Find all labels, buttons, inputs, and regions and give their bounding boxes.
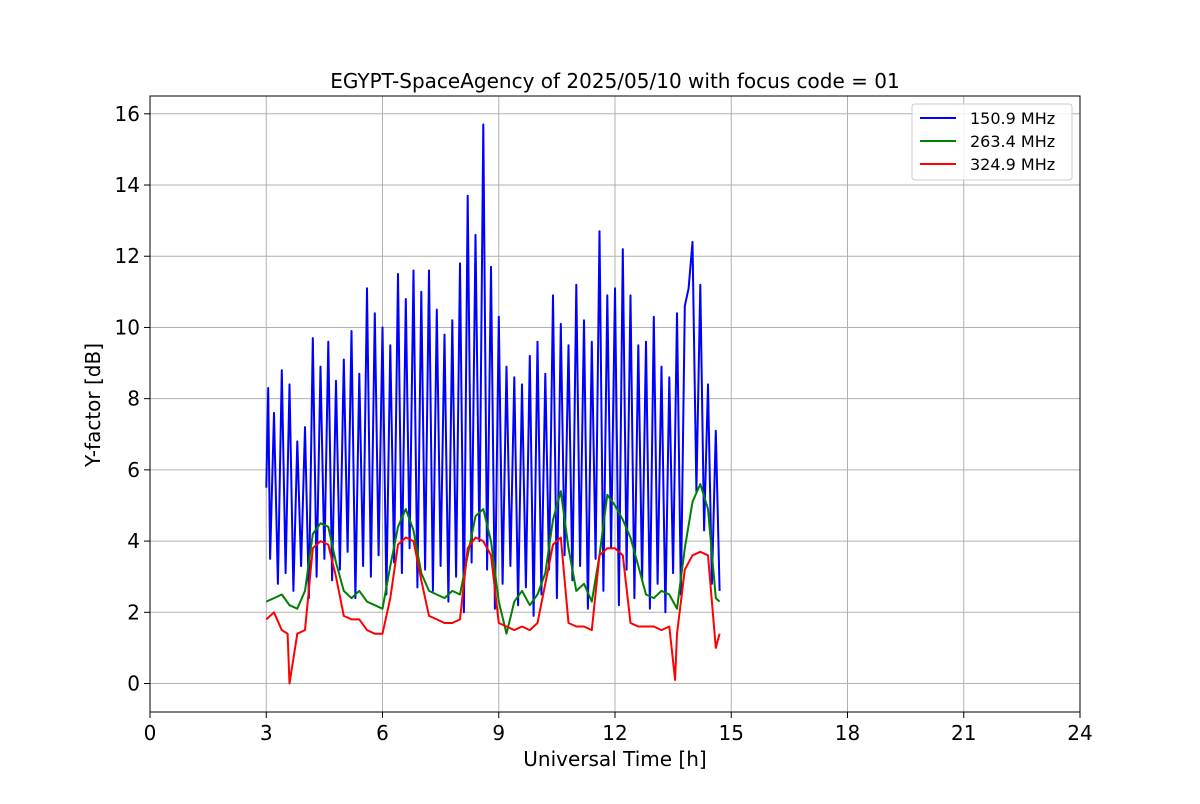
legend-box (911, 103, 1073, 181)
x-tick-label: 6 (376, 721, 389, 745)
y-axis-ticks: 0 2 4 6 8 10 12 14 16 (115, 102, 150, 696)
series-line-1 (265, 123, 721, 617)
plot-series (265, 123, 721, 685)
y-tick-label: 14 (115, 173, 140, 197)
y-axis-label: Y-factor [dB] (81, 343, 105, 468)
y-tick-label: 8 (127, 387, 140, 411)
chart-title: EGYPT-SpaceAgency of 2025/05/10 with foc… (330, 69, 899, 93)
y-tick-label: 10 (115, 315, 140, 339)
series-line-2 (265, 483, 721, 635)
legend: 150.9 MHz 263.4 MHz 324.9 MHz (911, 103, 1073, 181)
series-line-3 (265, 536, 721, 685)
x-axis-label: Universal Time [h] (523, 747, 706, 771)
y-tick-label: 0 (127, 672, 140, 696)
x-tick-label: 15 (719, 721, 744, 745)
x-tick-label: 3 (260, 721, 273, 745)
y-tick-label: 4 (127, 529, 140, 553)
legend-label: 324.9 MHz (970, 155, 1055, 174)
x-tick-label: 0 (144, 721, 157, 745)
x-tick-label: 24 (1067, 721, 1092, 745)
y-tick-label: 16 (115, 102, 140, 126)
y-tick-label: 6 (127, 458, 140, 482)
x-tick-label: 9 (492, 721, 505, 745)
x-axis-ticks: 0 3 6 9 12 15 18 21 24 (144, 712, 1093, 745)
legend-label: 150.9 MHz (970, 109, 1055, 128)
legend-label: 263.4 MHz (970, 132, 1055, 151)
x-tick-label: 12 (602, 721, 627, 745)
y-tick-label: 2 (127, 600, 140, 624)
y-tick-label: 12 (115, 244, 140, 268)
x-tick-label: 18 (835, 721, 860, 745)
x-tick-label: 21 (951, 721, 976, 745)
